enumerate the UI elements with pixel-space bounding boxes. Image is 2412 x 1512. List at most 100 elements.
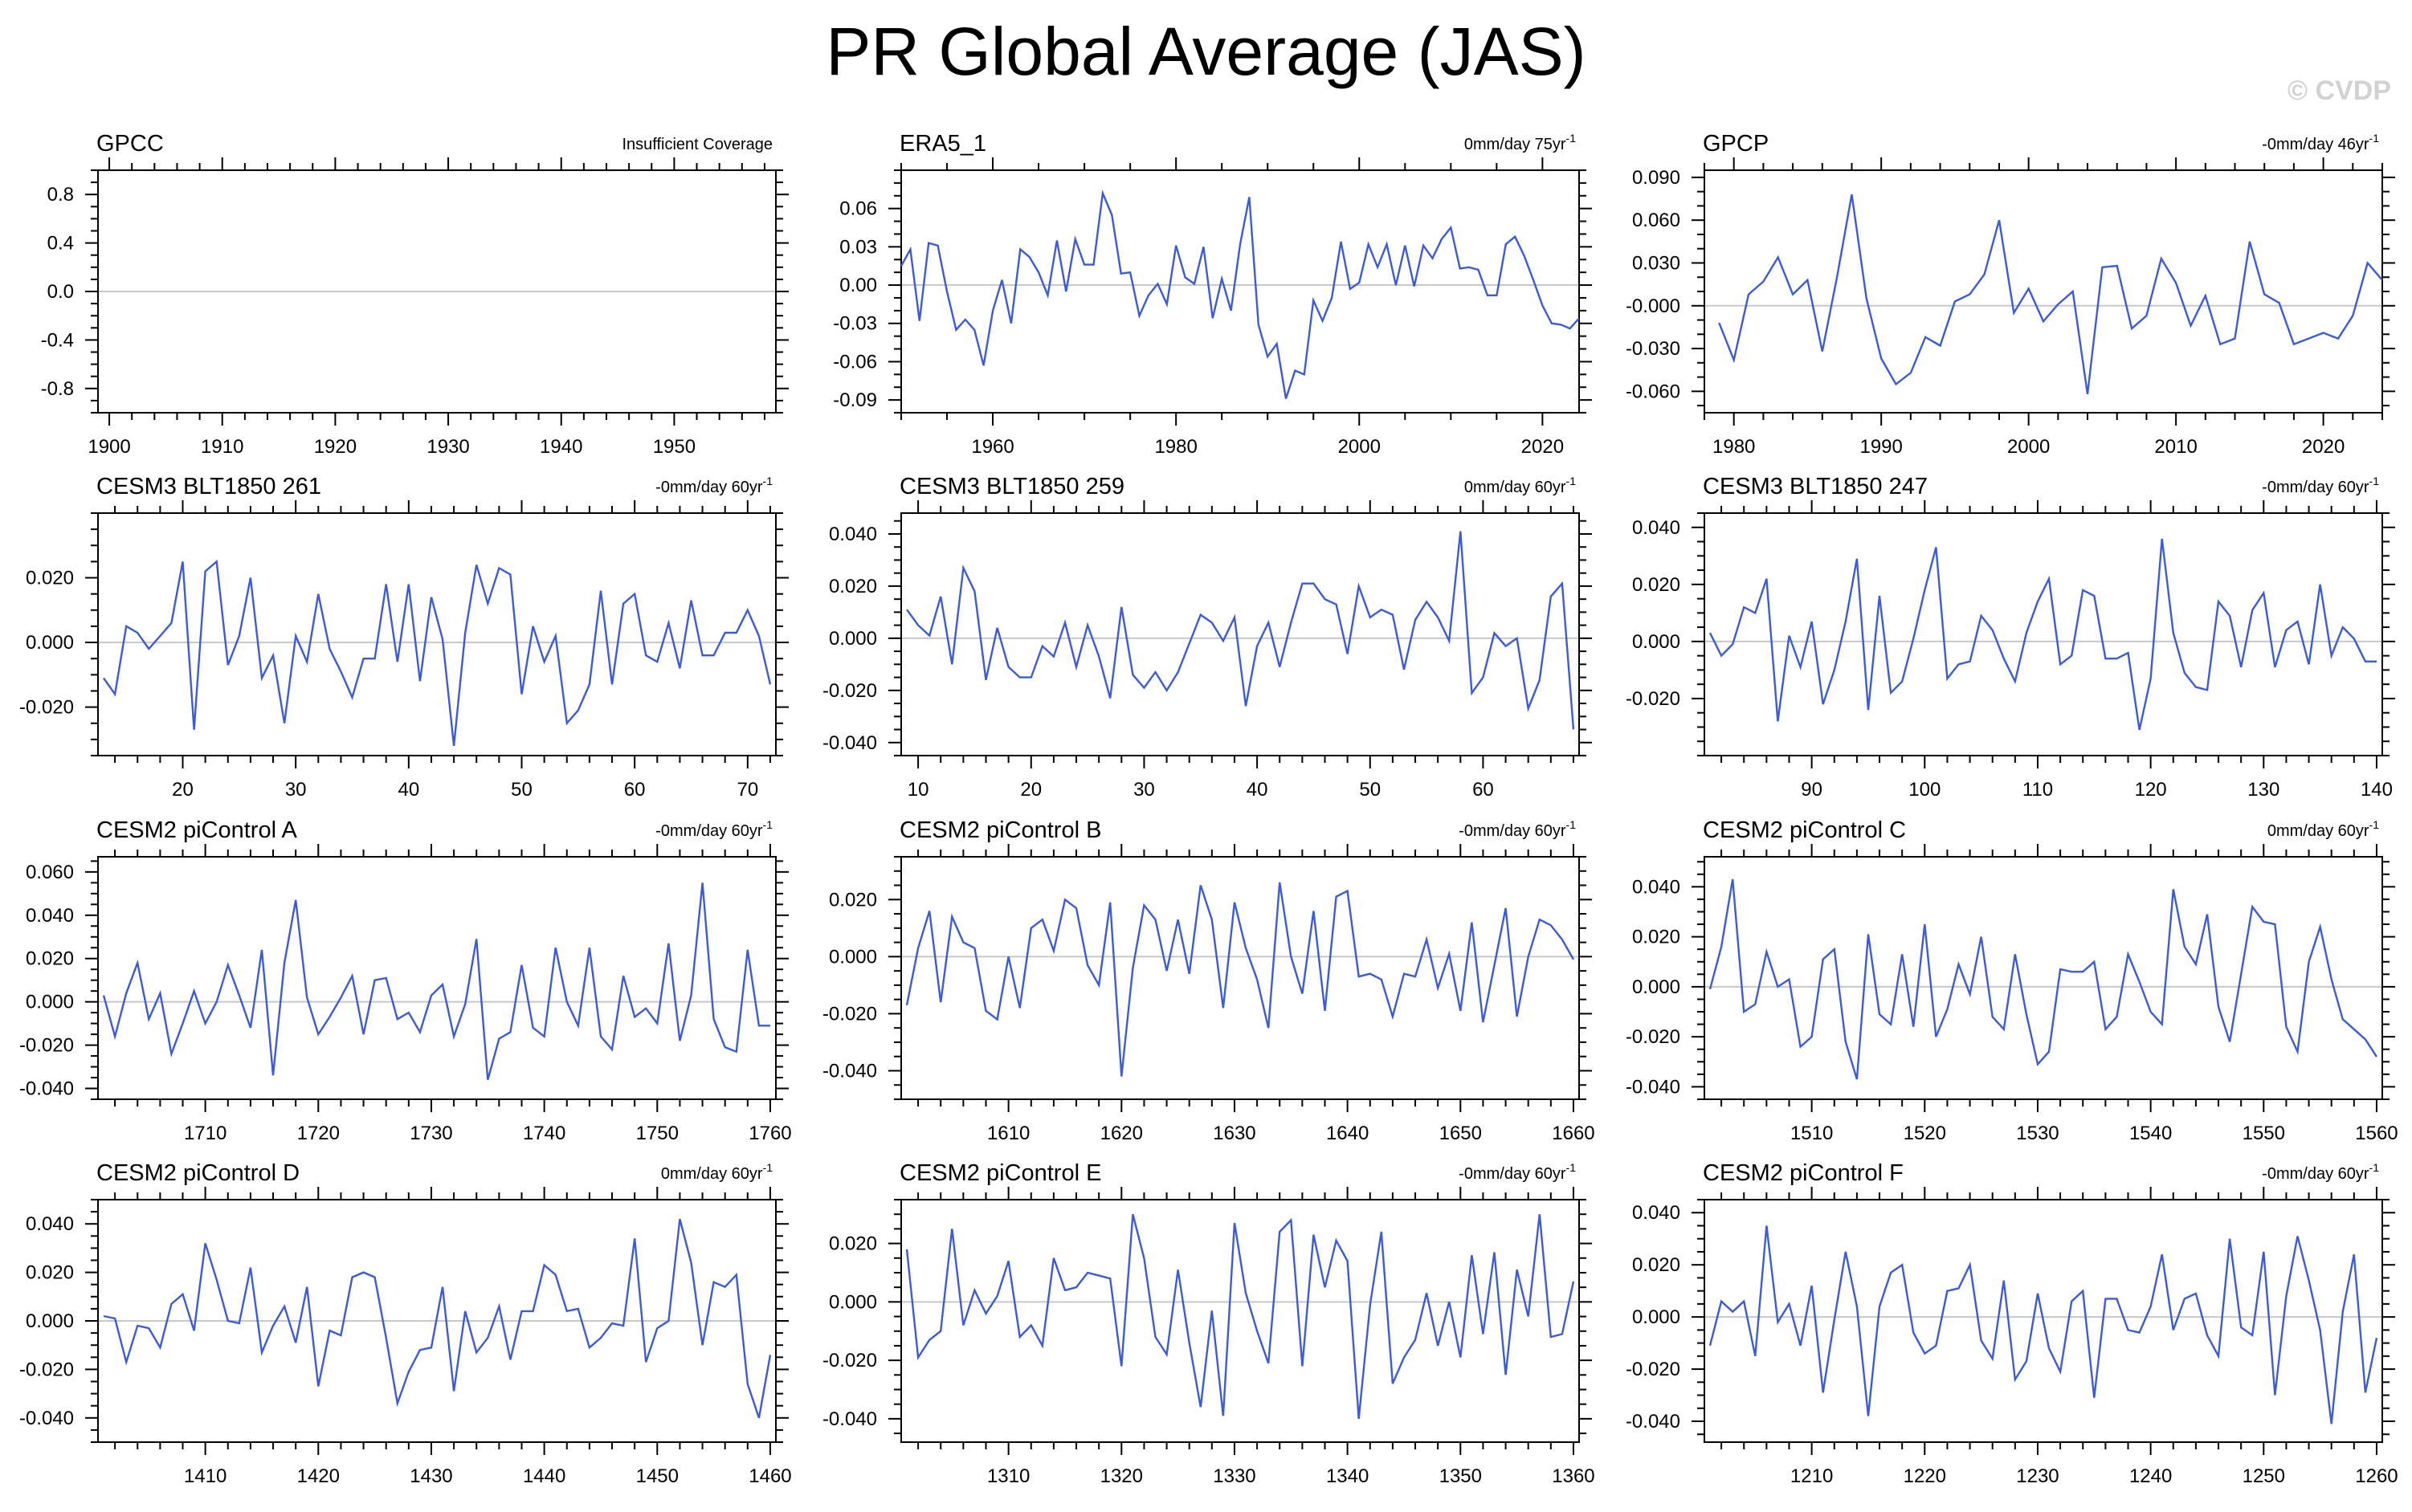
y-tick-label: 0.000 [1632,631,1680,653]
plot-frame [900,856,1580,1100]
x-tick-label: 1430 [410,1465,452,1487]
panel-8: 1510 1520 1530 1540 1550 1560 -0.040 -0.020 0.00… [1626,817,2398,1144]
panel-2: 1980 1990 2000 2010 2020 -0.060 -0.030 -0.000 0.… [1626,131,2395,458]
series-line [1708,538,2377,731]
y-tick-label: 0.020 [26,568,74,589]
x-tick-label: 1940 [540,436,582,458]
panel-title: CESM2 piControl B [900,817,1101,843]
plot-frame [900,169,1580,414]
plot-frame [1704,856,2383,1100]
x-tick-label: 1350 [1439,1465,1482,1487]
x-tick-label: 1540 [2129,1123,2172,1144]
x-tick-label: 1740 [523,1123,565,1144]
x-tick-label: 1720 [297,1123,340,1144]
y-tick-label: 0.040 [1632,876,1680,898]
x-tick-label: 1910 [201,436,243,458]
trend-note-text: Insufficient Coverage [622,136,773,153]
x-tick-label: 1660 [1552,1123,1594,1144]
x-tick-label: 1650 [1439,1123,1482,1144]
trend-note: -0mm/day 60yr-1 [2262,1161,2379,1183]
y-tick-label: -0.020 [1626,1359,1680,1380]
trend-note: -0mm/day 46yr-1 [2262,132,2379,153]
x-tick-label: 1510 [1790,1123,1833,1144]
trend-note: -0mm/day 60yr-1 [2262,475,2379,496]
y-tick-label: 0.4 [47,233,74,255]
y-tick-label: 0.020 [1632,574,1680,596]
trend-note: 0mm/day 60yr-1 [1464,475,1576,496]
x-tick-label: 60 [624,779,646,801]
panel-title: CESM3 BLT1850 259 [900,474,1124,499]
x-tick-label: 2000 [2007,436,2050,458]
plot-frame [97,856,777,1100]
plot-frame [1704,169,2383,414]
y-tick-label: 0.020 [26,948,74,970]
y-tick-label: 0.060 [1632,210,1680,231]
y-tick-label: 0.040 [26,1213,74,1235]
x-tick-label: 2010 [2154,436,2197,458]
trend-note: -0mm/day 60yr-1 [655,818,773,840]
panel-4: 10 20 30 40 50 60 -0.040 -0.020 0.000 0.020 0.040 C… [822,474,1592,801]
y-tick-label: 0.040 [1632,517,1680,539]
y-tick-label: -0.020 [822,1003,877,1025]
x-tick-label: 1410 [184,1465,227,1487]
series-line [1708,878,2378,1080]
y-tick-label: -0.4 [41,329,74,351]
y-tick-label: -0.020 [19,1359,74,1380]
x-tick-label: 1260 [2355,1465,2398,1487]
trend-note-text: 0mm/day 60yr [1464,479,1566,496]
trend-note: -0mm/day 60yr-1 [655,475,773,496]
y-tick-label: 0.020 [26,1262,74,1284]
x-tick-label: 2000 [1338,436,1381,458]
x-tick-label: 1980 [1712,436,1755,458]
x-tick-label: 1420 [297,1465,340,1487]
series-line [906,531,1575,730]
trend-note-superscript: -1 [763,818,773,831]
y-tick-label: -0.040 [19,1408,74,1429]
trend-note: Insufficient Coverage [622,136,773,153]
x-tick-label: 1230 [2016,1465,2059,1487]
x-tick-label: 1730 [410,1123,452,1144]
x-tick-label: 1920 [314,436,357,458]
y-tick-label: -0.06 [833,351,877,373]
x-tick-label: 130 [2247,779,2279,801]
x-tick-label: 1210 [1790,1465,1833,1487]
y-tick-label: -0.040 [822,1060,877,1082]
figure-title: PR Global Average (JAS) [826,14,1586,89]
x-tick-label: 1240 [2129,1465,2172,1487]
series-line [102,882,770,1081]
y-tick-label: 0.000 [1632,1306,1680,1328]
y-tick-label: 0.000 [26,992,74,1013]
y-tick-label: -0.020 [822,680,877,702]
y-tick-label: 0.040 [829,524,877,545]
y-tick-label: 0.020 [829,889,877,911]
y-tick-label: -0.060 [1626,381,1680,402]
y-tick-label: -0.040 [1626,1076,1680,1098]
trend-note-superscript: -1 [1566,818,1577,831]
x-tick-label: 1900 [88,436,130,458]
y-tick-label: 0.040 [26,905,74,927]
y-tick-label: 0.020 [1632,927,1680,948]
panel-6: 1710 1720 1730 1740 1750 1760 -0.040 -0.020 0.00… [19,817,792,1144]
y-tick-label: -0.020 [822,1350,877,1371]
y-tick-label: -0.040 [822,732,877,754]
x-tick-label: 90 [1801,779,1822,801]
panel-1: 1960 1980 2000 2020 -0.09 -0.06 -0.03 0.00 0.03 0… [833,131,1592,458]
x-tick-label: 1980 [1154,436,1197,458]
y-tick-label: -0.03 [833,313,877,335]
x-tick-label: 30 [285,779,307,801]
trend-note-text: 0mm/day 75yr [1464,136,1566,153]
trend-note-superscript: -1 [2369,132,2380,145]
plot-frame [900,512,1580,756]
series-line [1718,194,2383,395]
y-tick-label: 0.000 [829,628,877,650]
x-tick-label: 1750 [636,1123,679,1144]
trend-note-text: -0mm/day 60yr [2262,1165,2369,1183]
x-tick-label: 60 [1472,779,1494,801]
y-tick-label: -0.020 [19,697,74,719]
y-tick-label: -0.09 [833,389,877,411]
panel-title: CESM3 BLT1850 261 [96,474,321,499]
x-tick-label: 1310 [987,1465,1030,1487]
x-tick-label: 1610 [987,1123,1030,1144]
y-tick-label: 0.090 [1632,167,1680,189]
series-line [103,1218,772,1419]
